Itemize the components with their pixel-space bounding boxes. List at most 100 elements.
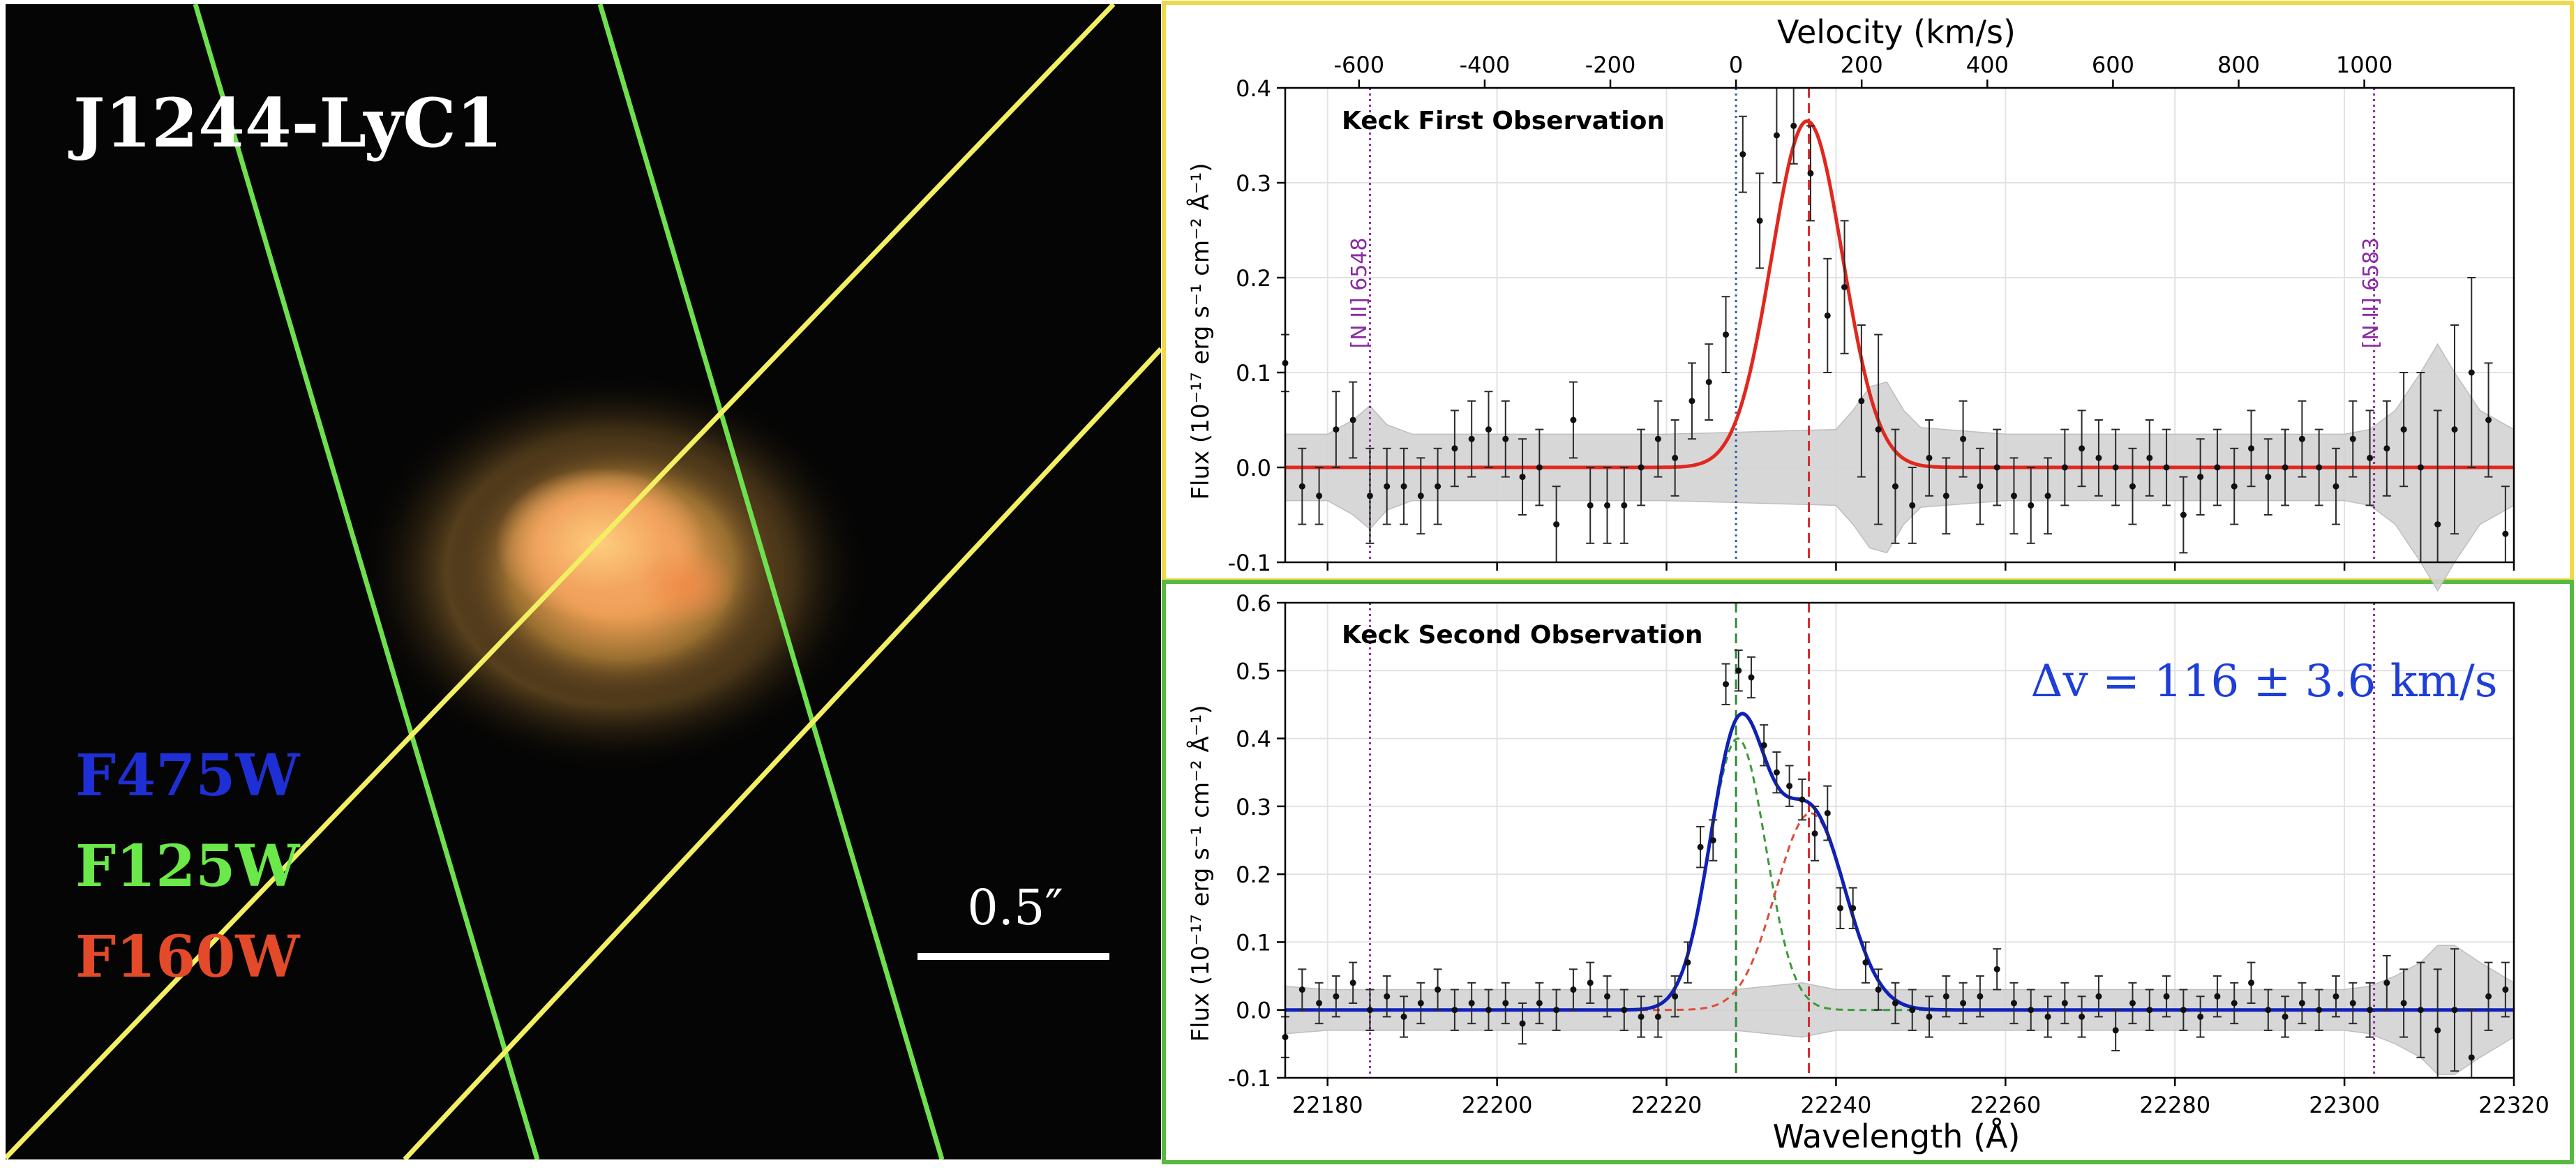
data-point	[1705, 379, 1712, 386]
velocity-tick-label: 600	[2092, 52, 2134, 78]
data-point	[2146, 454, 2153, 461]
data-point	[2248, 445, 2255, 452]
y-tick-label: 0.3	[1236, 170, 1271, 197]
slit-yellow-edge-2	[403, 347, 1161, 1159]
panel-border-second	[1162, 580, 2574, 1164]
plot-title-first: Keck First Observation	[1342, 107, 1665, 135]
y-tick-label: 0.5	[1236, 658, 1271, 684]
axes-second	[1284, 601, 2515, 1079]
velocity-tick-label: -200	[1585, 52, 1636, 78]
data-point	[1824, 810, 1831, 817]
y-tick-label: -0.1	[1228, 1065, 1271, 1092]
data-point	[1739, 151, 1746, 158]
data-point	[1435, 483, 1441, 490]
data-point	[2332, 483, 2339, 490]
y-tick-label: 0.0	[1236, 455, 1271, 481]
velocity-tick-label: -400	[1460, 52, 1511, 78]
slit-green-edge-2	[597, 4, 945, 1159]
plot-frame	[1284, 601, 2515, 1079]
data-point	[1587, 502, 1594, 509]
data-point	[1760, 742, 1767, 749]
data-point	[2485, 993, 2492, 1000]
data-point	[2028, 1007, 2035, 1014]
velocity-tick-label: 200	[1841, 52, 1883, 78]
data-point	[2400, 426, 2407, 433]
data-point	[2316, 1007, 2323, 1014]
data-point	[1942, 993, 1949, 1000]
data-point	[2434, 1027, 2441, 1034]
data-point	[2282, 1013, 2289, 1020]
data-point	[1366, 1007, 1373, 1014]
data-point	[1519, 1020, 1526, 1027]
data-point	[2468, 369, 2475, 376]
data-point	[2485, 416, 2492, 423]
data-point	[1773, 769, 1780, 776]
y-tick-label: 0.0	[1236, 998, 1271, 1024]
data-point	[1723, 331, 1730, 338]
data-point	[2349, 435, 2356, 442]
data-point	[1807, 170, 1814, 176]
velocity-axis-label: Velocity (km/s)	[1777, 13, 2016, 51]
data-point	[2367, 1007, 2374, 1014]
data-point	[1349, 979, 1356, 986]
data-point	[2214, 993, 2221, 1000]
data-point	[2367, 454, 2374, 461]
data-point	[1400, 1013, 1407, 1020]
plot-first-observation: -0.1 0.0 0.1 0.2 0.3 0.4 -600 -400 -200 0 200 400 60…	[1186, 13, 2515, 592]
filter-label-f125w: F125W	[75, 833, 301, 900]
data-point	[2163, 993, 2170, 1000]
x-tick-label: 22220	[1631, 1092, 1702, 1118]
velocity-tick-label: 400	[1966, 52, 2009, 78]
data-point	[2400, 1000, 2407, 1007]
data-point	[1435, 986, 1441, 993]
data-point	[1960, 1000, 1967, 1007]
data-point	[1384, 993, 1391, 1000]
data-point	[1654, 1013, 1661, 1020]
data-point	[1926, 454, 1933, 461]
data-point	[1909, 502, 1916, 509]
data-point	[2332, 993, 2339, 1000]
data-point	[1862, 959, 1869, 966]
scale-bar-label: 0.5″	[967, 879, 1063, 936]
data-point	[1977, 483, 1984, 490]
data-point	[2417, 1007, 2424, 1014]
data-point	[1688, 398, 1695, 405]
data-point	[2095, 993, 2102, 1000]
data-point	[2180, 511, 2187, 518]
data-point	[1485, 1007, 1492, 1014]
data-point	[2010, 493, 2017, 499]
image-content	[6, 4, 1161, 1159]
data-point	[1638, 1013, 1645, 1020]
data-point	[2129, 483, 2136, 490]
data-point	[1709, 837, 1716, 843]
data-point	[2231, 1000, 2238, 1007]
data-point	[1451, 445, 1458, 452]
data-point	[1942, 493, 1949, 499]
velocity-tick-label: 800	[2217, 52, 2260, 78]
data-point	[2214, 464, 2221, 471]
data-point	[1836, 905, 1843, 912]
data-point	[1485, 426, 1492, 433]
data-point	[2282, 464, 2289, 471]
image-panel: J1244-LyC1 F475W F125W F160W 0.5″	[6, 4, 1161, 1159]
data-point	[2095, 454, 2102, 461]
x-tick-label: 22320	[2478, 1092, 2549, 1118]
data-point	[2502, 530, 2509, 537]
reference-lines-second	[1368, 603, 2376, 1078]
nii-6583-label: [N II] 6583	[2359, 238, 2383, 349]
fit-line-total-fit	[1285, 712, 2514, 1012]
data-point	[2383, 979, 2390, 986]
data-point	[1735, 667, 1742, 674]
data-point	[1799, 796, 1806, 803]
plot-frame	[1284, 87, 2515, 564]
data-point	[2044, 493, 2051, 499]
data-point	[2079, 445, 2085, 452]
data-point	[2180, 1007, 2187, 1014]
data-point	[1502, 435, 1509, 442]
data-point	[1892, 483, 1899, 490]
slit-yellow-edge-1	[6, 4, 1116, 1159]
data-point	[1909, 1007, 1916, 1014]
data-point	[1604, 993, 1611, 1000]
y-tick-label: 0.1	[1236, 929, 1271, 956]
